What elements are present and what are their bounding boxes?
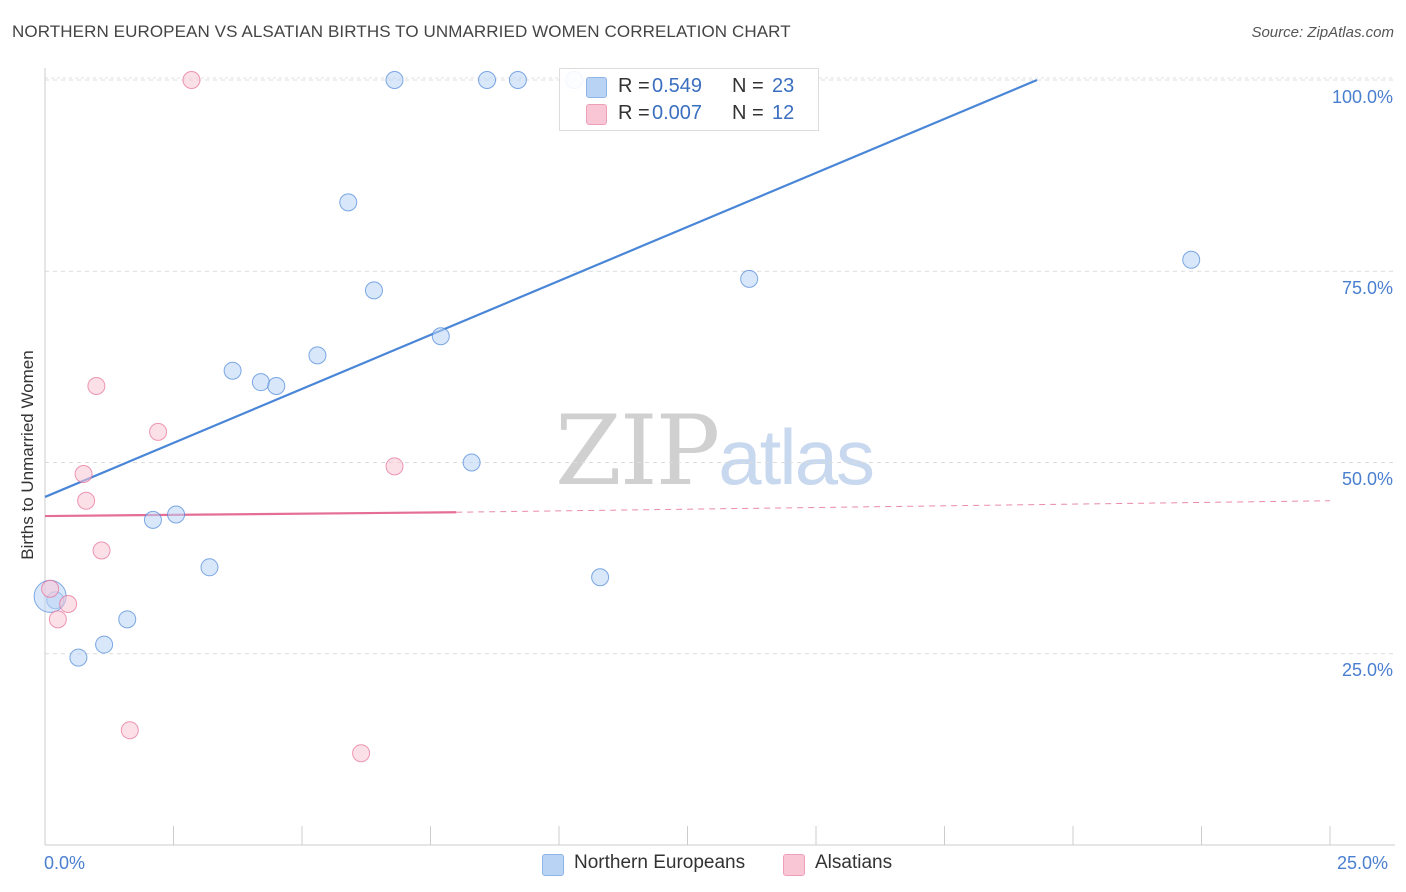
correlation-legend: R = 0.549 N = 23 R = 0.007 N = 12 (559, 68, 819, 131)
legend-n-value: 23 (772, 75, 795, 97)
y-tick-label-75: 75.0% (1341, 278, 1393, 298)
trendline-alsatians-2 (456, 500, 1331, 513)
legend-r-value: 0.007 (652, 102, 703, 124)
point-alsatians-4 (77, 491, 96, 510)
point-northern-europeans-12 (364, 281, 383, 300)
watermark: ZIPatlas (555, 395, 875, 507)
point-northern-europeans-14 (431, 327, 450, 346)
point-alsatians-2 (59, 595, 78, 614)
point-northern-europeans-17 (508, 71, 527, 89)
point-northern-europeans-3 (118, 610, 137, 629)
point-alsatians-3 (74, 464, 93, 483)
bottom-legend-label: Northern Europeans (574, 852, 746, 873)
point-alsatians-11 (385, 457, 404, 476)
y-axis-label: Births to Unmarried Women (18, 350, 37, 560)
point-northern-europeans-9 (267, 377, 286, 395)
point-alsatians-7 (120, 721, 139, 740)
legend-r-label: R = (618, 75, 650, 97)
chart-title: NORTHERN EUROPEAN VS ALSATIAN BIRTHS TO … (12, 22, 791, 41)
point-northern-europeans-11 (339, 193, 358, 212)
point-northern-europeans-7 (223, 361, 242, 380)
point-alsatians-10 (352, 744, 371, 763)
y-tick-label-100: 100.0% (1331, 87, 1393, 107)
point-northern-europeans-15 (462, 453, 481, 472)
y-tick-label-50: 50.0% (1341, 469, 1393, 489)
point-northern-europeans-5 (167, 505, 186, 524)
point-alsatians-0 (41, 579, 60, 598)
trendline-northern-europeans-0 (44, 78, 1038, 498)
trendline-alsatians-1 (44, 511, 457, 518)
source-label: Source: ZipAtlas.com (1251, 24, 1394, 41)
legend-swatch-pink (586, 104, 607, 125)
point-northern-europeans-21 (1182, 250, 1201, 269)
legend-n-value: 12 (772, 102, 795, 124)
point-northern-europeans-8 (251, 373, 270, 392)
legend-n-label: N = (732, 102, 764, 124)
point-northern-europeans-19 (591, 568, 610, 587)
bottom-legend-swatch-blue (542, 854, 564, 876)
point-alsatians-1 (48, 610, 67, 629)
bottom-legend-label: Alsatians (815, 852, 893, 873)
legend-r-label: R = (618, 102, 650, 124)
x-tick-label-0: 0.0% (44, 853, 86, 873)
bottom-legend-swatch-pink (783, 854, 805, 876)
point-northern-europeans-1 (69, 648, 88, 667)
watermark-zip: ZIP (555, 395, 720, 507)
watermark-atlas: atlas (718, 413, 875, 501)
point-alsatians-5 (87, 377, 106, 395)
legend-r-value: 0.549 (652, 75, 703, 97)
point-northern-europeans-16 (478, 71, 497, 89)
y-tick-label-25: 25.0% (1341, 660, 1393, 680)
point-northern-europeans-2 (95, 635, 114, 654)
legend-swatch-blue (586, 77, 607, 98)
point-alsatians-6 (92, 541, 111, 560)
point-alsatians-8 (149, 422, 168, 441)
point-northern-europeans-20 (740, 269, 759, 288)
point-northern-europeans-4 (143, 510, 162, 529)
point-northern-europeans-6 (200, 558, 219, 577)
x-tick-label-25: 25.0% (1337, 853, 1389, 873)
legend-n-label: N = (732, 75, 764, 97)
point-alsatians-9 (182, 71, 201, 89)
point-northern-europeans-13 (385, 71, 404, 89)
point-northern-europeans-10 (308, 346, 327, 365)
